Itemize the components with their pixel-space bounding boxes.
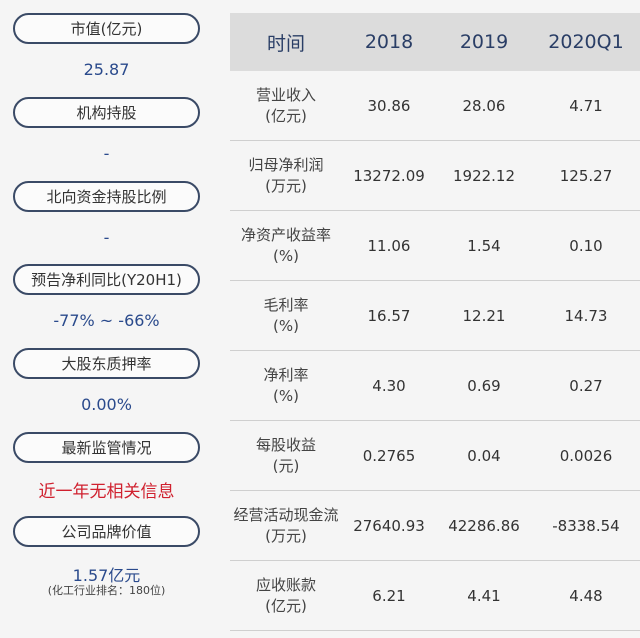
cell-value: 4.71 — [532, 71, 640, 141]
cell-value: 1922.12 — [436, 140, 532, 211]
row-label-unit: (%) — [273, 386, 299, 405]
row-label: 经营活动现金流 (万元) — [230, 490, 342, 561]
cell-value: 14.73 — [532, 280, 640, 351]
cell-value: 0.27 — [532, 350, 640, 421]
profit-forecast-label: 预告净利同比(Y20H1) — [13, 264, 200, 295]
northbound-holding-value: - — [103, 228, 110, 247]
header-period: 时间 — [230, 13, 342, 71]
row-label-line1: 净利率 — [263, 365, 309, 384]
table-row: 营业收入 (亿元) 30.86 28.06 4.71 — [230, 71, 640, 141]
cell-value: 13272.09 — [342, 140, 436, 211]
cell-value: 27640.93 — [342, 490, 436, 561]
table-row: 毛利率 (%) 16.57 12.21 14.73 — [230, 280, 640, 351]
row-label: 毛利率 (%) — [230, 280, 342, 351]
row-label-line1: 净资产收益率 — [240, 225, 331, 244]
cell-value: 0.10 — [532, 210, 640, 281]
row-label-unit: (亿元) — [265, 106, 307, 125]
northbound-holding-label: 北向资金持股比例 — [13, 181, 200, 212]
brand-value-label: 公司品牌价值 — [13, 516, 200, 547]
header-2019: 2019 — [436, 13, 532, 71]
row-label-line1: 每股收益 — [255, 435, 316, 454]
cell-value: 28.06 — [436, 71, 532, 141]
row-label-line1: 毛利率 — [263, 295, 309, 314]
cell-value: 30.86 — [342, 71, 436, 141]
cell-value: 42286.86 — [436, 490, 532, 561]
profit-forecast-label-text: 预告净利同比(Y20H1) — [31, 271, 182, 289]
cell-value: 0.04 — [436, 420, 532, 491]
cell-value: -8338.54 — [532, 490, 640, 561]
row-label-unit: (万元) — [265, 526, 307, 545]
regulatory-status-label: 最新监管情况 — [13, 432, 200, 463]
market-cap-label-text: 市值(亿元) — [70, 20, 143, 38]
brand-rank-note: (化工行业排名：180位) — [47, 584, 166, 597]
row-label-line1: 应收账款 — [255, 575, 316, 594]
row-label-unit: (%) — [273, 246, 299, 265]
cell-value: 4.41 — [436, 560, 532, 631]
row-label: 净资产收益率 (%) — [230, 210, 342, 281]
cell-value: 4.30 — [342, 350, 436, 421]
northbound-holding-label-text: 北向资金持股比例 — [46, 188, 167, 206]
financial-table: 时间 2018 2019 2020Q1 营业收入 (亿元) 30.86 28.06… — [230, 13, 640, 631]
cell-value: 12.21 — [436, 280, 532, 351]
row-label: 净利率 (%) — [230, 350, 342, 421]
header-2020q1: 2020Q1 — [532, 13, 640, 71]
institutional-holding-label: 机构持股 — [13, 97, 200, 128]
pledge-ratio-label: 大股东质押率 — [13, 348, 200, 379]
stock-summary-panel: 市值(亿元) 25.87 机构持股 - 北向资金持股比例 - 预告净利同比(Y2… — [0, 0, 213, 638]
row-label-unit: (亿元) — [265, 596, 307, 615]
financial-table-wrapper: 时间 2018 2019 2020Q1 营业收入 (亿元) 30.86 28.06… — [230, 13, 640, 631]
table-row: 经营活动现金流 (万元) 27640.93 42286.86 -8338.54 — [230, 490, 640, 561]
pledge-ratio-value: 0.00% — [81, 395, 132, 414]
cell-value: 6.21 — [342, 560, 436, 631]
table-row: 应收账款 (亿元) 6.21 4.41 4.48 — [230, 560, 640, 631]
row-label-line1: 营业收入 — [255, 85, 316, 104]
cell-value: 0.2765 — [342, 420, 436, 491]
cell-value: 125.27 — [532, 140, 640, 211]
institutional-holding-value: - — [103, 144, 110, 163]
cell-value: 0.69 — [436, 350, 532, 421]
cell-value: 0.0026 — [532, 420, 640, 491]
institutional-holding-label-text: 机构持股 — [76, 104, 137, 122]
regulatory-status-value: 近一年无相关信息 — [38, 482, 175, 502]
pledge-ratio-label-text: 大股东质押率 — [61, 355, 152, 373]
row-label-line1: 归母净利润 — [248, 155, 324, 174]
brand-value-label-text: 公司品牌价值 — [61, 523, 152, 541]
table-row: 归母净利润 (万元) 13272.09 1922.12 125.27 — [230, 140, 640, 211]
table-row: 每股收益 (元) 0.2765 0.04 0.0026 — [230, 420, 640, 491]
table-row: 净资产收益率 (%) 11.06 1.54 0.10 — [230, 210, 640, 281]
row-label-unit: (元) — [272, 456, 300, 475]
cell-value: 16.57 — [342, 280, 436, 351]
row-label: 归母净利润 (万元) — [230, 140, 342, 211]
row-label: 应收账款 (亿元) — [230, 560, 342, 631]
brand-value-value: 1.57亿元 — [72, 566, 141, 585]
cell-value: 11.06 — [342, 210, 436, 281]
row-label: 营业收入 (亿元) — [230, 71, 342, 141]
header-2018: 2018 — [342, 13, 436, 71]
cell-value: 1.54 — [436, 210, 532, 281]
regulatory-status-label-text: 最新监管情况 — [61, 439, 152, 457]
market-cap-value: 25.87 — [83, 60, 130, 79]
row-label-unit: (万元) — [265, 176, 307, 195]
row-label: 每股收益 (元) — [230, 420, 342, 491]
market-cap-label: 市值(亿元) — [13, 13, 200, 44]
profit-forecast-value: -77% ~ -66% — [53, 311, 160, 330]
cell-value: 4.48 — [532, 560, 640, 631]
row-label-line1: 经营活动现金流 — [233, 505, 339, 524]
table-header-row: 时间 2018 2019 2020Q1 — [230, 13, 640, 71]
table-row: 净利率 (%) 4.30 0.69 0.27 — [230, 350, 640, 421]
row-label-unit: (%) — [273, 316, 299, 335]
